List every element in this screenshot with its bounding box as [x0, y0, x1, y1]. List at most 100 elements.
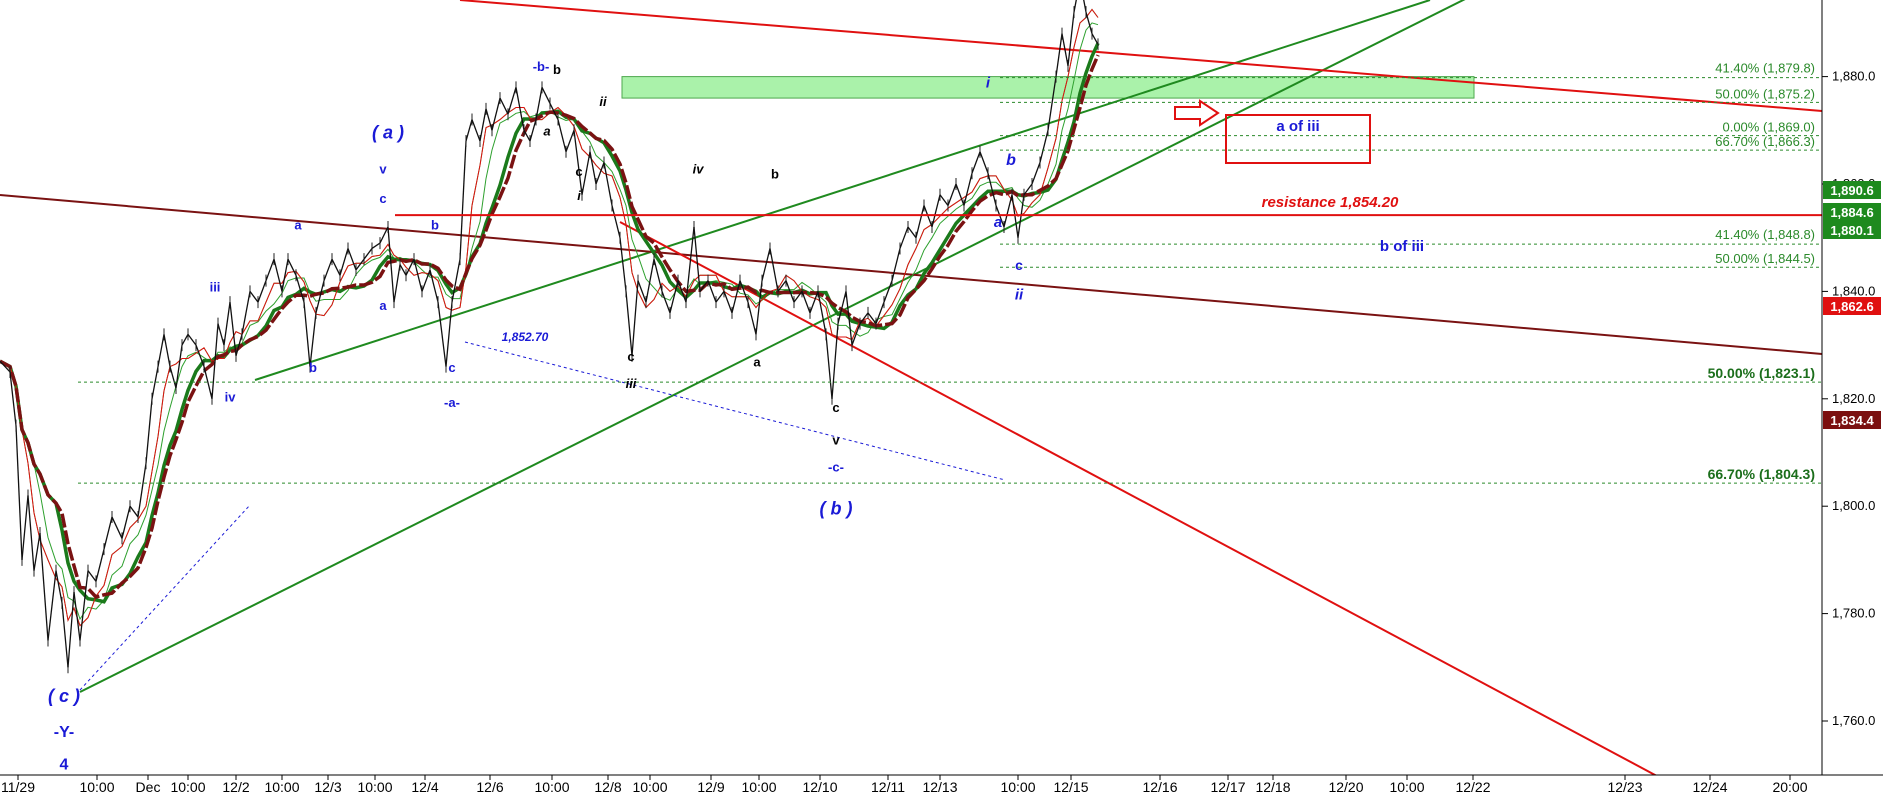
price-badge [1823, 181, 1881, 199]
price-segment [777, 280, 787, 292]
price-segment [595, 162, 605, 185]
x-tick-label: 10:00 [1000, 779, 1035, 795]
wave-label: iv [225, 389, 237, 404]
price-badges: 1,890.6 1,884.6 1,880.1 1,862.6 1,834.4 [1823, 181, 1881, 429]
price-segment [87, 570, 97, 582]
fib-label: 50.00% (1,875.2) [1715, 86, 1815, 101]
wave-label: b [309, 360, 317, 375]
price-segment [471, 119, 481, 142]
x-tick-label: 12/22 [1455, 779, 1490, 795]
price-segment [103, 516, 113, 550]
y-tick-label: 1,840.0 [1832, 283, 1875, 298]
price-segment [129, 505, 139, 518]
price-segment [723, 291, 733, 314]
top-red-downtrend-line [459, 0, 1822, 112]
price-segment [331, 258, 341, 276]
price-segment [693, 226, 701, 292]
price-segment [211, 323, 219, 399]
price-segment [465, 119, 473, 142]
price-segment [61, 602, 69, 668]
price-segment [273, 259, 283, 292]
price-segment [685, 226, 695, 303]
wave-label: a [543, 124, 550, 139]
dark-red-downtrend-line [0, 194, 1822, 355]
price-segment [151, 366, 159, 399]
fib-label: 66.70% (1,866.3) [1715, 134, 1815, 149]
price-badge-label: 1,880.1 [1830, 223, 1873, 238]
price-segment [265, 258, 275, 281]
price-segment [677, 280, 687, 303]
price-segment [323, 258, 333, 281]
price-segment [47, 570, 57, 641]
wave-label: ( b ) [820, 498, 853, 518]
x-tick-label: 12/11 [871, 779, 905, 795]
price-segment [387, 226, 395, 303]
price-segment [793, 291, 803, 303]
x-tick-label: 10:00 [1389, 779, 1424, 795]
b-of-iii-zone [621, 76, 1475, 99]
x-tick-label: Dec [136, 779, 161, 795]
wave-label: c [1015, 257, 1023, 273]
price-segment [79, 570, 89, 641]
price-segment [9, 371, 17, 426]
wave-label: c [448, 360, 455, 375]
price-segment [1003, 194, 1013, 228]
wave-label: b [553, 62, 561, 77]
x-tick-label: 12/15 [1053, 779, 1088, 795]
wave-label: b [1006, 152, 1016, 169]
fib-label: 66.70% (1,804.3) [1708, 466, 1815, 482]
price-segment [187, 333, 197, 346]
price-segment [339, 248, 349, 276]
price-segment [661, 291, 671, 314]
price-segment [347, 248, 357, 271]
price-segment [971, 151, 981, 174]
x-tick-label: 12/20 [1328, 779, 1363, 795]
wave-label: 4 [60, 756, 69, 773]
x-tick-label: 12/10 [802, 779, 837, 795]
price-segment [619, 237, 627, 292]
price-segment [979, 151, 989, 174]
price-segment [1085, 11, 1093, 34]
price-segment [1055, 33, 1063, 77]
price-segment [405, 258, 415, 276]
price-segment [507, 87, 517, 115]
price-segment [731, 280, 741, 314]
x-tick-label: 20:00 [1772, 779, 1807, 795]
price-segment [145, 398, 153, 464]
wave-label: c [379, 191, 386, 206]
price-segment [851, 323, 861, 346]
price-segment [1047, 76, 1057, 131]
wave-label: -a- [444, 395, 460, 410]
x-tick-label: 12/8 [594, 779, 621, 795]
x-tick-label: 11/29 [1, 779, 35, 795]
a-of-iii-box [1225, 114, 1371, 164]
fib-label: 50.00% (1,844.5) [1715, 251, 1815, 266]
y-tick-label: 1,820.0 [1832, 391, 1875, 406]
price-segment [371, 242, 381, 249]
price-segment [867, 312, 877, 325]
price-segment [669, 280, 679, 314]
price-segment [491, 97, 501, 131]
price-segment [429, 269, 439, 303]
b-of-iii-label: b of iii [1380, 238, 1424, 255]
price-segment [181, 334, 189, 346]
lower-green-channel-line [79, 0, 1466, 693]
fibonacci-levels: 123.60% (1,929.5)250.00% (1,914.9)123.60… [78, 61, 1822, 484]
wave-label: iv [693, 161, 705, 176]
annotations: a of iii b of iii resistance 1,854.20 1,… [502, 99, 1424, 344]
fib-label: 41.40% (1,879.8) [1715, 61, 1815, 76]
price-segment [625, 291, 633, 356]
wave-label: -b- [533, 59, 550, 74]
wave-label: -c- [828, 459, 844, 474]
x-tick-label: 12/13 [922, 779, 957, 795]
price-badge [1823, 297, 1881, 315]
price-segment [755, 280, 763, 335]
price-segment [899, 226, 909, 249]
x-tick-label: 10:00 [264, 779, 299, 795]
x-tick-label: 12/23 [1607, 779, 1642, 795]
wave-label: ii [1015, 286, 1024, 303]
price-segment [831, 323, 839, 399]
bottom-axis: 11/29 10:00 Dec 10:00 12/2 10:00 12/3 10:00 12/4… [0, 774, 1883, 795]
price-series [0, 0, 1099, 674]
